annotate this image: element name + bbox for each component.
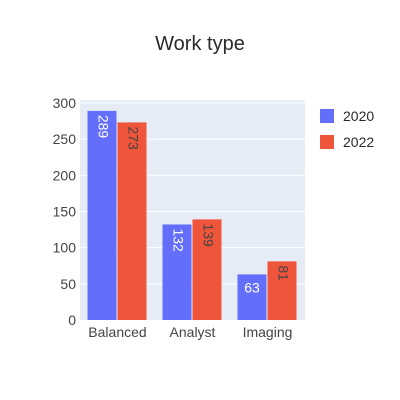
y-tick-label: 200	[53, 167, 77, 183]
chart-title: Work type	[155, 33, 245, 55]
bar-2020-balanced	[87, 110, 117, 321]
y-tick-label: 0	[68, 312, 76, 328]
legend-label-2020: 2020	[343, 108, 374, 124]
bar-value-label: 132	[170, 228, 186, 252]
bar-value-label: 139	[200, 223, 216, 247]
bar-2022-balanced	[117, 122, 147, 321]
y-tick-label: 100	[53, 240, 77, 256]
bar-labels: 289 273 132 139 63 81	[95, 115, 291, 296]
bar-value-label: 81	[275, 265, 291, 281]
bar-2022-analyst	[192, 219, 222, 320]
bar-value-label: 289	[95, 115, 111, 139]
y-tick-label: 250	[53, 131, 77, 147]
bar-2020-analyst	[162, 224, 192, 320]
legend-label-2022: 2022	[343, 134, 374, 150]
x-tick-label: Analyst	[170, 324, 216, 340]
bars	[87, 110, 297, 321]
y-tick-label: 50	[60, 276, 76, 292]
bar-value-label: 63	[244, 279, 260, 295]
legend: 2020 2022	[320, 108, 374, 150]
bar-value-label: 273	[125, 126, 141, 150]
legend-swatch-2022	[320, 135, 334, 149]
x-axis: Balanced Analyst Imaging	[88, 324, 292, 340]
x-tick-label: Balanced	[88, 324, 146, 340]
y-tick-label: 300	[53, 95, 77, 111]
y-tick-label: 150	[53, 203, 77, 219]
legend-swatch-2020	[320, 109, 334, 123]
bar-2022-imaging	[267, 261, 297, 320]
y-axis: 0 50 100 150 200 250 300	[53, 95, 77, 328]
x-tick-label: Imaging	[243, 324, 293, 340]
bar-2020-imaging	[237, 274, 267, 320]
